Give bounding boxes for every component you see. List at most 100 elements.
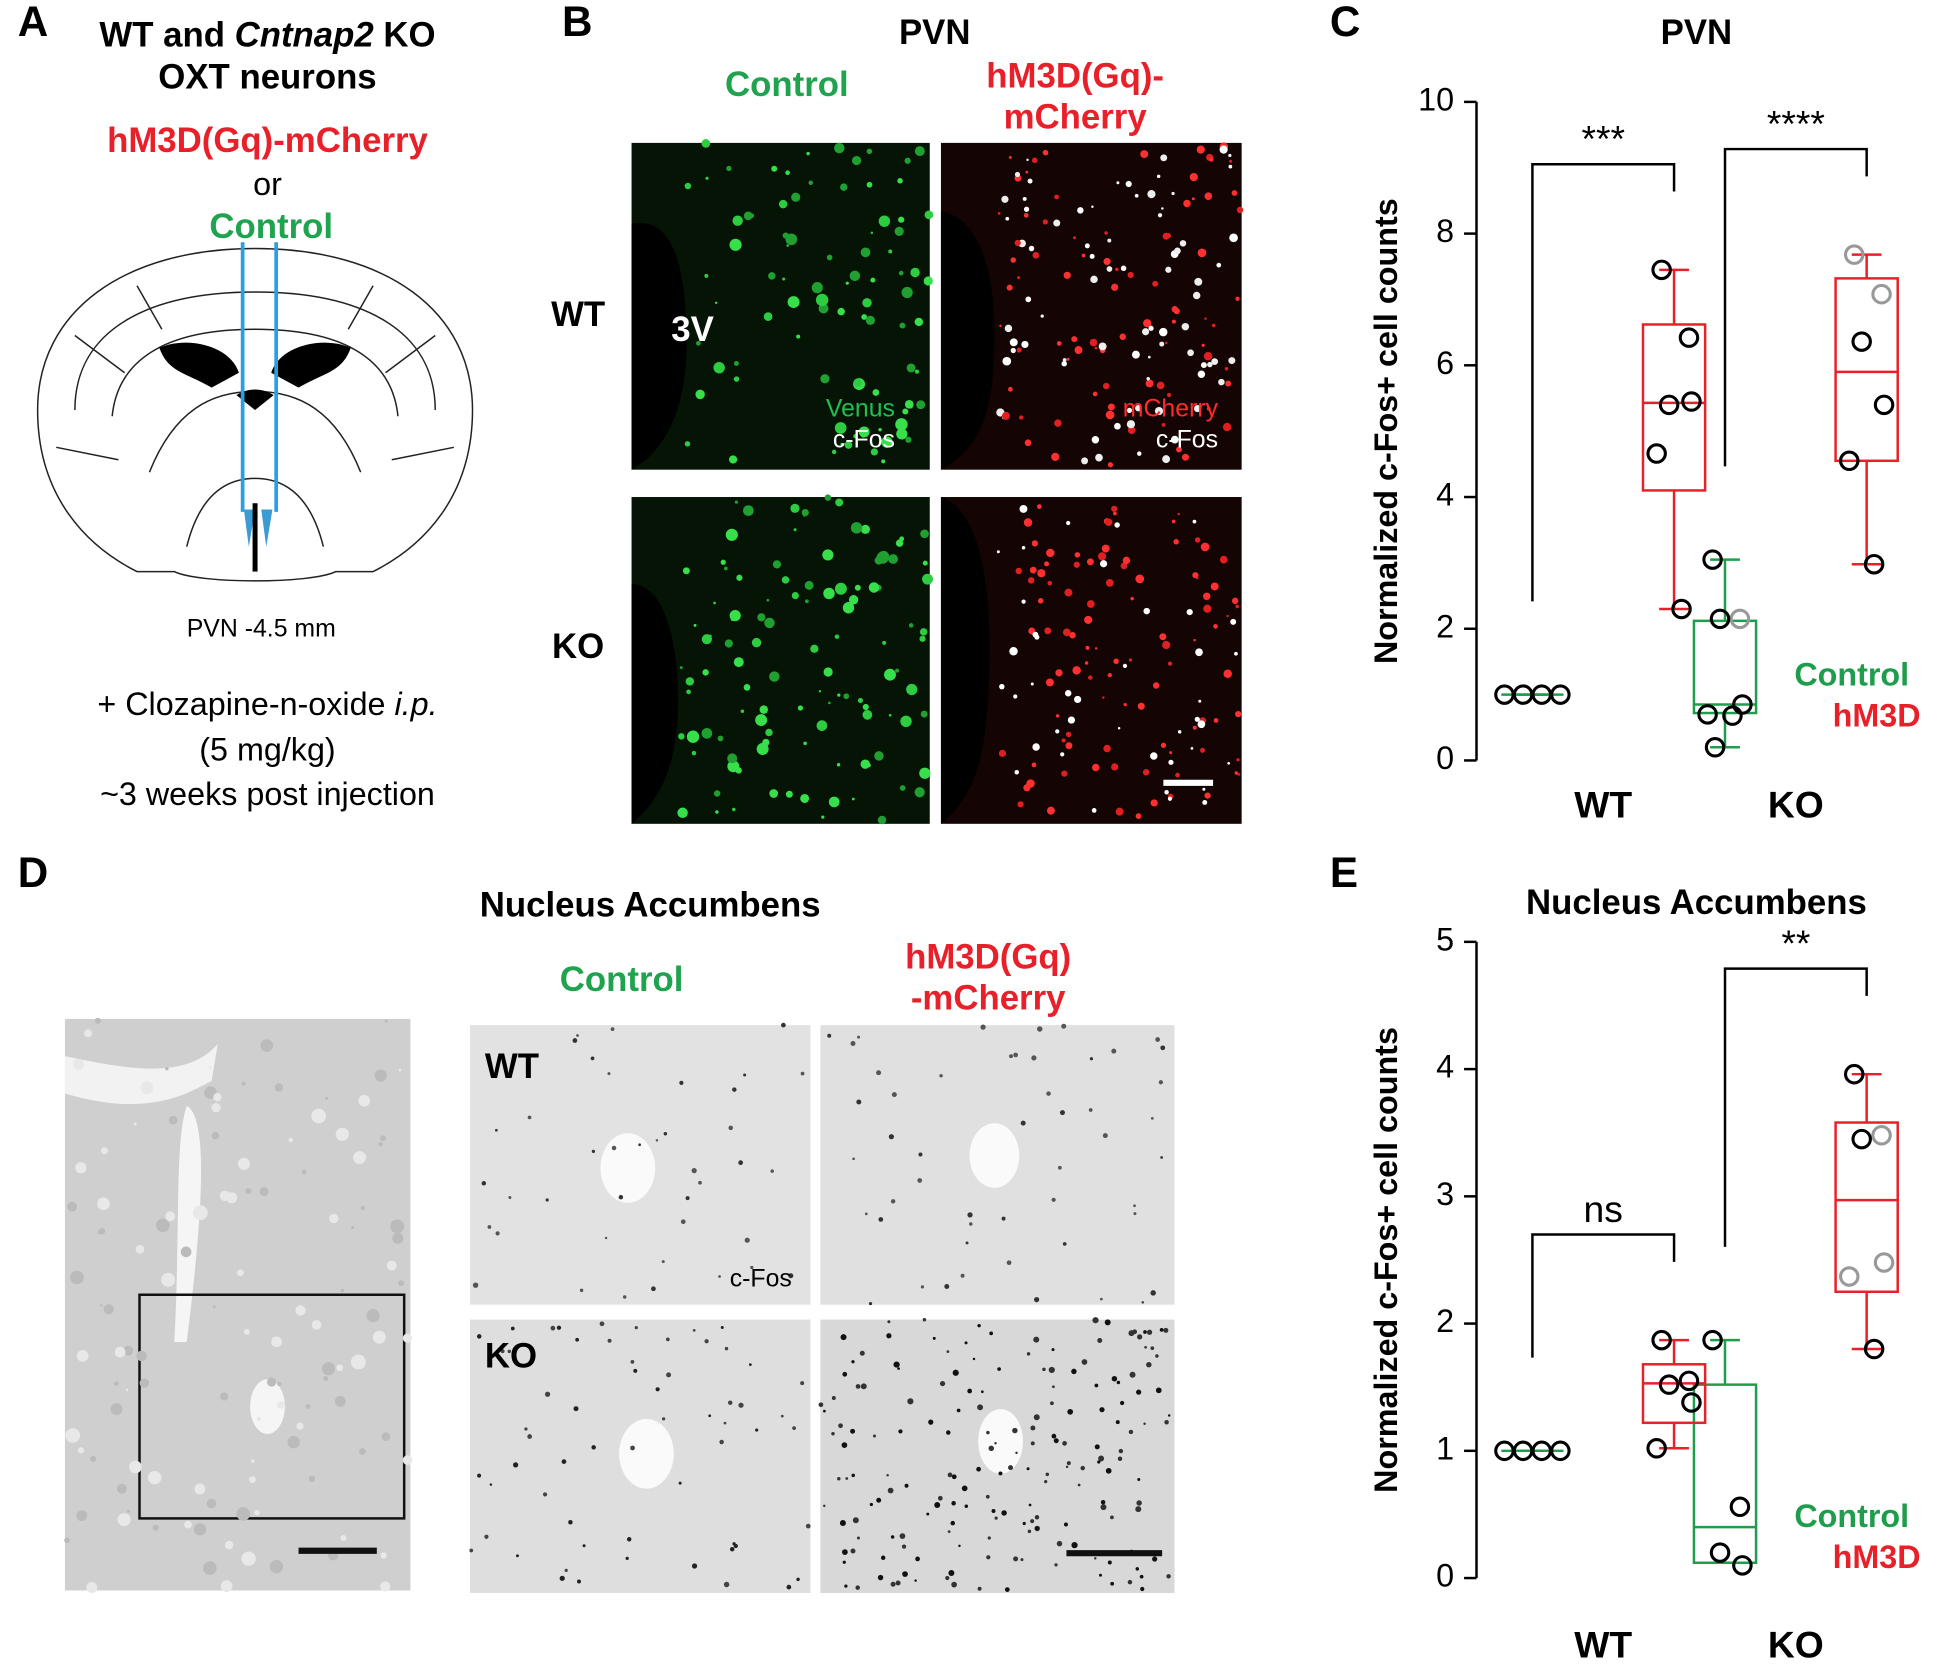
cell <box>895 418 907 430</box>
cell <box>715 810 718 813</box>
cell <box>887 1320 890 1323</box>
cell <box>771 166 777 172</box>
cell <box>995 1517 998 1520</box>
cell <box>1108 1561 1112 1565</box>
cell <box>1029 246 1034 251</box>
cell <box>873 1435 876 1438</box>
y-tick-label: 5 <box>1436 921 1454 957</box>
panel-label: A <box>18 0 49 45</box>
cell <box>769 789 778 798</box>
cell <box>910 268 919 277</box>
data-point <box>1873 1127 1890 1144</box>
cell <box>161 1273 175 1287</box>
cell <box>237 1269 244 1276</box>
cell <box>1009 1054 1013 1058</box>
cell <box>831 1432 834 1435</box>
cell <box>947 1350 950 1353</box>
cell <box>865 1212 868 1215</box>
cell <box>1102 545 1110 553</box>
cell <box>743 505 754 516</box>
box <box>1694 1385 1756 1563</box>
cell <box>803 742 806 745</box>
cell <box>952 1474 957 1479</box>
cell <box>97 1197 110 1210</box>
cell <box>855 1585 859 1589</box>
cell <box>254 1510 259 1515</box>
cell <box>1193 292 1200 299</box>
cell <box>1160 1045 1165 1050</box>
cell <box>1146 377 1149 380</box>
cell <box>1229 160 1232 163</box>
cell <box>1105 1319 1111 1325</box>
cell <box>986 1495 990 1499</box>
cell <box>967 1389 972 1394</box>
cell <box>631 1360 635 1364</box>
cell <box>1057 341 1062 346</box>
cell <box>387 1261 397 1271</box>
cell <box>473 1282 478 1287</box>
cell <box>1220 556 1228 564</box>
cell <box>1033 252 1040 259</box>
cell <box>788 296 800 308</box>
cell <box>1023 1522 1026 1525</box>
cell <box>1063 628 1071 636</box>
cell <box>1058 1166 1062 1170</box>
cell <box>165 1067 168 1070</box>
cell <box>583 1544 586 1547</box>
cell <box>916 1557 919 1560</box>
cell <box>878 1217 883 1222</box>
cell <box>1021 341 1028 348</box>
cell <box>630 1446 635 1451</box>
cell <box>574 1406 579 1411</box>
cell <box>951 1521 955 1525</box>
cell <box>1037 1026 1042 1031</box>
cell <box>870 278 875 283</box>
cell <box>140 1378 149 1387</box>
cell <box>1093 392 1098 397</box>
cell <box>713 602 716 605</box>
cell <box>1162 455 1170 463</box>
cell <box>721 1326 724 1329</box>
cell <box>1157 175 1160 178</box>
cell <box>1202 800 1207 805</box>
cell <box>275 1083 283 1091</box>
cell <box>607 1072 610 1075</box>
cell <box>340 1535 346 1541</box>
cell <box>375 1069 387 1081</box>
cell <box>244 1329 250 1335</box>
cell <box>1152 1556 1157 1561</box>
cell <box>575 1338 579 1342</box>
significance-bracket <box>1532 164 1674 601</box>
cell <box>905 158 911 164</box>
cell <box>693 1329 696 1332</box>
cell <box>1105 519 1112 526</box>
cell <box>752 638 761 647</box>
cell <box>953 1370 959 1376</box>
cell <box>260 1187 269 1196</box>
cell <box>726 166 731 171</box>
text: + Clozapine-n-oxide <box>97 685 385 721</box>
cell <box>939 1074 942 1077</box>
text: KO <box>383 16 435 54</box>
cell <box>835 583 847 595</box>
cell <box>1005 1587 1010 1592</box>
cell <box>1074 562 1080 568</box>
stain-label: c-Fos <box>833 427 895 454</box>
cell <box>1090 254 1095 259</box>
cell <box>1046 1091 1050 1095</box>
cell <box>881 1556 885 1560</box>
cell <box>1144 1346 1147 1349</box>
cell <box>1095 647 1097 649</box>
cell <box>1182 454 1189 461</box>
cell <box>361 1206 365 1210</box>
cell <box>148 1471 161 1484</box>
cell <box>1092 764 1099 771</box>
cell <box>1009 647 1017 655</box>
cell <box>633 1369 637 1373</box>
cell <box>1143 608 1149 614</box>
cell <box>988 1536 991 1539</box>
cell <box>899 323 905 329</box>
x-tick-label: WT <box>1574 1623 1632 1665</box>
cell <box>1201 543 1210 552</box>
panel-label: B <box>562 0 593 45</box>
